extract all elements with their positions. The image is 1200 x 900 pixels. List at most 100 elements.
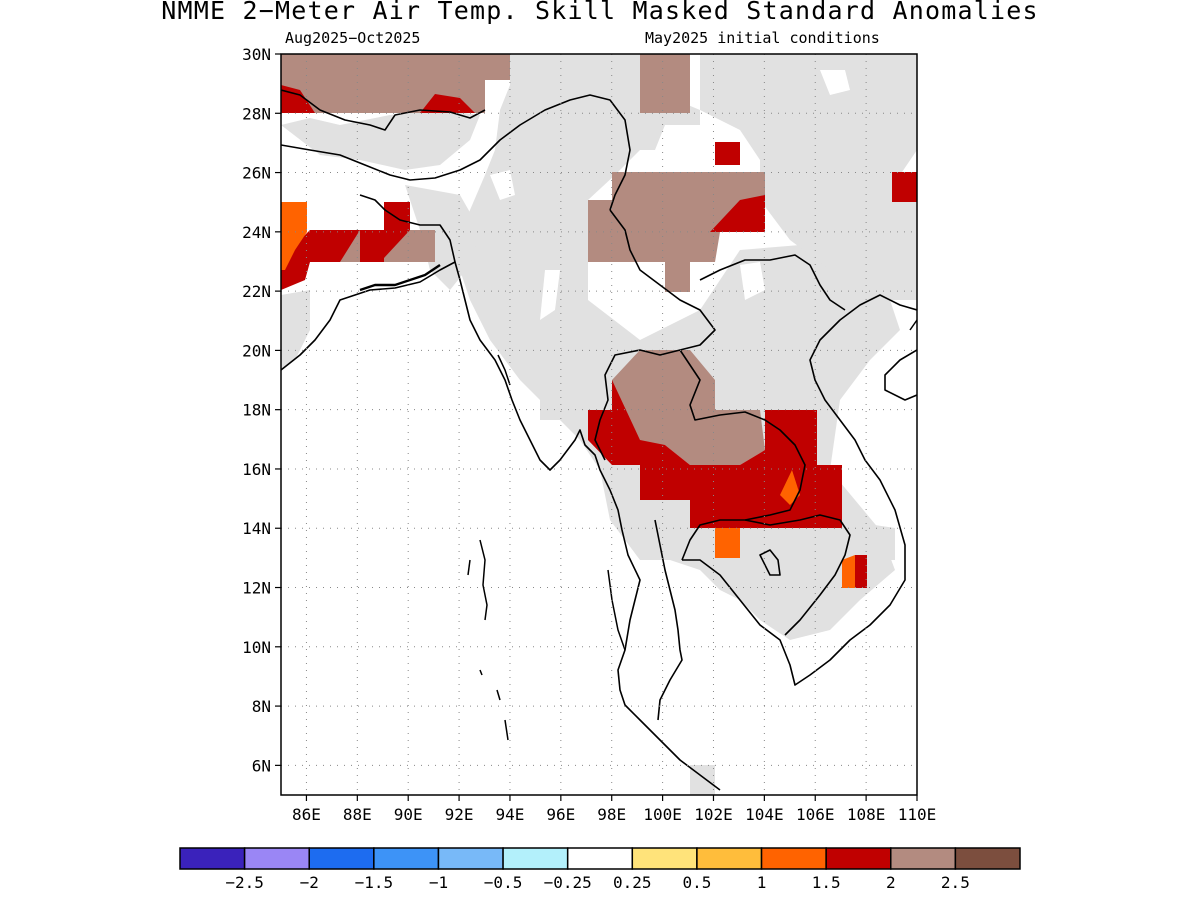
anomaly-region-bengal (281, 230, 360, 290)
anomaly-region-guangxi-small (715, 142, 740, 165)
unmasked-hole-2 (540, 270, 560, 320)
colorbar-swatch (437, 847, 504, 870)
lat-tick-label: 8N (252, 697, 271, 716)
lon-tick-label: 86E (292, 805, 321, 824)
lat-tick-label: 10N (242, 638, 271, 657)
colorbar-swatch (179, 847, 246, 870)
lon-tick-label: 92E (445, 805, 474, 824)
tonle-sap-lake (759, 549, 781, 576)
nicobar-islands (479, 669, 509, 741)
colorbar-label: 0.25 (613, 873, 652, 892)
anomaly-region-nepal-east (420, 94, 475, 113)
longitude-axis: 86E 88E 90E 92E 94E 96E 98E 100E 102E 104E 106E 108… (292, 795, 936, 824)
anomaly-region-tonle-sap-orange (715, 528, 740, 558)
lon-tick-label: 100E (643, 805, 682, 824)
colorbar-swatch (243, 847, 310, 870)
initial-conditions-label: May2025 initial conditions (645, 29, 880, 47)
lat-tick-label: 26N (242, 164, 271, 183)
coastline-layer (281, 89, 917, 791)
anomaly-1.5-to-2-layer (281, 85, 917, 588)
graticule (281, 54, 917, 795)
forecast-period-label: Aug2025−Oct2025 (285, 29, 421, 47)
lat-tick-label: 18N (242, 401, 271, 420)
anomaly-region-indochina (588, 380, 842, 528)
lon-tick-label: 110E (898, 805, 937, 824)
boundary-thailand-laos (679, 349, 806, 561)
lon-tick-label: 96E (546, 805, 575, 824)
colorbar-label: −0.5 (484, 873, 523, 892)
colorbar-label: −2 (300, 873, 319, 892)
anomaly-region-east-edge (892, 172, 917, 202)
colorbar-label: 1.5 (812, 873, 841, 892)
lon-tick-label: 104E (745, 805, 784, 824)
masked-region-nepal-bhutan (281, 110, 480, 170)
cheduba-island (497, 354, 511, 386)
colorbar-label: 0.5 (682, 873, 711, 892)
boundary-myanmar-east (594, 209, 716, 461)
anomaly-region-coast-orange (842, 555, 855, 588)
lat-tick-label: 28N (242, 104, 271, 123)
colorbar-label: 2 (886, 873, 896, 892)
colorbar-swatch (631, 847, 698, 870)
colorbar-label: −1.5 (355, 873, 394, 892)
anomaly-region-mekong-orange (780, 470, 800, 505)
boundary-bangladesh (359, 194, 456, 263)
boundary-himalaya (281, 94, 631, 211)
lat-tick-label: 30N (242, 45, 271, 64)
colorbar-swatch (566, 847, 634, 870)
lat-tick-label: 12N (242, 579, 271, 598)
colorbar-swatch (760, 847, 827, 870)
lon-tick-label: 102E (694, 805, 733, 824)
lon-tick-label: 106E (796, 805, 835, 824)
anomaly-region-yunnan-north (640, 54, 690, 113)
boundary-cambodia (744, 514, 851, 636)
anomaly-region-bengal-east (384, 202, 410, 258)
map-title: NMME 2−Meter Air Temp. Skill Masked Stan… (161, 0, 1039, 25)
coastline-bengal-delta (359, 264, 441, 292)
unmasked-hole-5 (490, 170, 515, 200)
anomaly-region-guangxi (710, 195, 765, 232)
lon-tick-label: 88E (343, 805, 372, 824)
masked-region-cambodia-vietnam (640, 520, 895, 640)
andaman-islands-south (467, 559, 471, 576)
colorbar-swatch (954, 847, 1021, 870)
islands-layer (467, 319, 917, 741)
masked-region-northeast-india (405, 185, 480, 290)
coastline-india-bay-of-bengal (281, 261, 721, 791)
colorbar-swatch (502, 847, 569, 870)
colorbar-label: −1 (429, 873, 448, 892)
colorbar-swatch (825, 847, 892, 870)
unmasked-hole-1 (820, 70, 850, 95)
map-frame (280, 53, 918, 796)
lat-tick-label: 14N (242, 519, 271, 538)
coastline-cambodia-vietnam (682, 294, 917, 686)
map-plot-area (281, 54, 917, 795)
colorbar-swatch (373, 847, 440, 870)
lat-tick-label: 6N (252, 756, 271, 775)
colorbar-label: −2.5 (225, 873, 264, 892)
latitude-axis: 30N 28N 26N 24N 22N 20N 18N 16N 14N 12N 10N 8N 6N (242, 45, 281, 775)
colorbar-label: −0.25 (544, 873, 592, 892)
boundary-india-nepal (281, 89, 486, 131)
coastline-gulf-of-thailand (654, 519, 683, 721)
lon-tick-label: 108E (847, 805, 886, 824)
unmasked-hole-4 (655, 125, 705, 160)
colorbar-swatch (890, 847, 957, 870)
lat-tick-label: 22N (242, 282, 271, 301)
anomaly-region-bengal-mid (360, 230, 384, 262)
anomaly-region-bengal-west-orange (281, 202, 307, 270)
hainan-coast (909, 319, 917, 331)
mergui-archipelago (607, 569, 626, 651)
lat-tick-label: 24N (242, 223, 271, 242)
colorbar-label: 2.5 (941, 873, 970, 892)
anomaly-1-to-1.5-layer (281, 202, 855, 588)
unmasked-holes-layer (490, 70, 850, 320)
lat-tick-label: 16N (242, 460, 271, 479)
boundary-laos-vietnam (699, 254, 846, 311)
colorbar: −2.5 −2 −1.5 −1 −0.5 −0.25 0.25 0.5 1 1.5 2 2.5 (179, 847, 1021, 892)
anomaly-region-himalaya (281, 54, 510, 113)
colorbar-label: 1 (757, 873, 767, 892)
colorbar-swatch (308, 847, 375, 870)
lon-tick-label: 98E (597, 805, 626, 824)
